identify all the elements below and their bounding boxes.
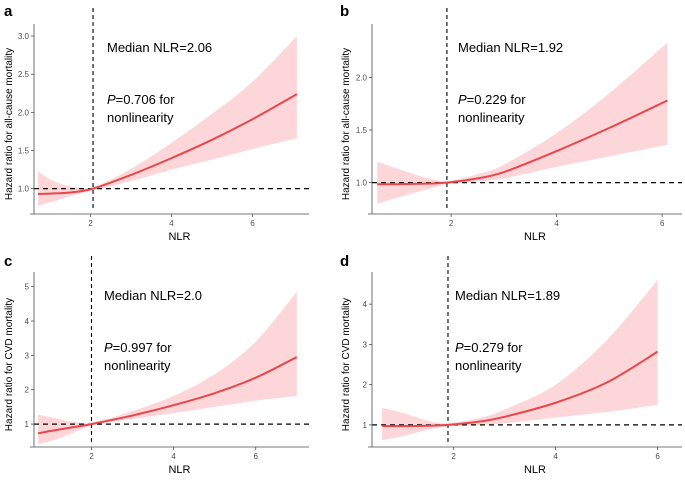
ci-band [377,42,668,204]
median-annotation: Median NLR=2.06 [107,40,212,55]
x-tick-label: 4 [553,452,558,461]
x-tick-label: 6 [660,219,665,228]
panel-letter: b [340,3,349,20]
y-tick-label: 1.5 [18,147,30,156]
y-tick-label: 3 [363,340,368,349]
y-tick-label: 3.0 [18,32,30,41]
y-axis-title: Hazard ratio for CVD mortality [341,298,352,431]
y-tick-label: 1.5 [356,126,368,135]
y-tick-label: 1.0 [18,185,30,194]
panel-letter: d [340,253,349,270]
x-tick-label: 2 [451,452,456,461]
panel-letter: c [4,253,12,270]
p-symbol: P [458,92,467,107]
y-tick-label: 4 [363,300,368,309]
x-tick-label: 6 [250,219,255,228]
x-tick-label: 6 [655,452,660,461]
x-axis-title: NLR [168,231,190,243]
median-annotation: Median NLR=1.89 [455,288,560,303]
p-symbol: P [104,340,113,355]
p-value-annotation: P=0.229 for [458,92,526,107]
y-tick-label: 1.0 [356,179,368,188]
median-annotation: Median NLR=2.0 [104,288,202,303]
p-value-text: =0.997 for [113,340,173,355]
p-symbol: P [107,92,116,107]
nonlinearity-annotation: nonlinearity [107,110,174,125]
panel-letter: a [4,3,13,20]
y-tick-label: 2.5 [18,70,30,79]
y-tick-label: 3 [25,351,30,360]
p-value-annotation: P=0.997 for [104,340,172,355]
panel-d: d 2 4 6 1 2 3 4 NLR Hazard ratio for CVD mortalit… [340,253,682,476]
nonlinearity-annotation: nonlinearity [458,110,525,125]
hr-line [377,99,668,186]
y-axis-title: Hazard ratio for all-cause mortality [4,48,15,200]
x-tick-label: 4 [554,219,559,228]
panel-c: c 2 4 6 1 2 3 4 5 NLR Hazard ratio for CVD mortali… [4,253,309,476]
y-tick-label: 2 [25,386,30,395]
x-tick-label: 4 [169,219,174,228]
p-value-annotation: P=0.279 for [455,340,523,355]
y-tick-label: 2.0 [18,108,30,117]
hr-line [38,93,298,195]
x-tick-label: 2 [89,452,94,461]
p-value-text: =0.706 for [116,92,176,107]
x-tick-label: 2 [449,219,454,228]
median-annotation: Median NLR=1.92 [458,40,563,55]
nonlinearity-annotation: nonlinearity [455,358,522,373]
p-value-text: =0.229 for [467,92,527,107]
p-symbol: P [455,340,464,355]
x-axis-title: NLR [524,464,546,476]
hr-line [382,350,659,428]
y-tick-label: 5 [25,283,30,292]
y-tick-label: 1 [25,420,30,429]
y-tick-label: 2 [363,381,368,390]
x-axis-title: NLR [168,464,190,476]
nonlinearity-annotation: nonlinearity [104,358,171,373]
y-axis-title: Hazard ratio for all-cause mortality [341,48,352,200]
y-tick-label: 4 [25,317,30,326]
x-axis-title: NLR [524,231,546,243]
x-tick-label: 4 [171,452,176,461]
y-tick-label: 1 [363,421,368,430]
y-tick-label: 2.0 [356,73,368,82]
p-value-annotation: P=0.706 for [107,92,175,107]
panel-a: a 2 4 6 1.0 1.5 2.0 2.5 3.0 NLR Hazard ratio for a… [4,3,309,243]
hr-line [37,356,298,435]
x-tick-label: 6 [254,452,259,461]
p-value-text: =0.279 for [464,340,524,355]
x-tick-label: 2 [88,219,93,228]
y-axis-title: Hazard ratio for CVD mortality [4,298,15,431]
panel-b: b 2 4 6 1.0 1.5 2.0 NLR Hazard ratio for all-cau… [340,3,682,243]
ci-band [382,280,658,441]
